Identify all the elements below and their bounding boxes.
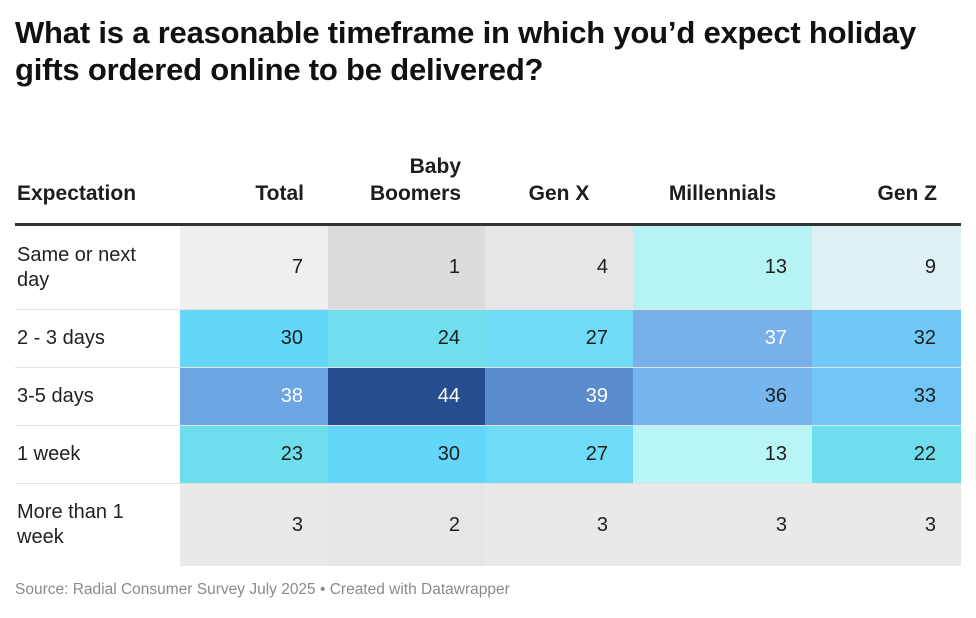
heatmap-cell-total: 3 bbox=[180, 483, 328, 566]
row-label: More than 1 week bbox=[17, 501, 124, 548]
table-row: Same or next day 7 1 4 13 9 bbox=[15, 224, 961, 310]
table-row: 3-5 days 38 44 39 36 33 bbox=[15, 367, 961, 426]
heatmap-cell-gen-z: 33 bbox=[812, 367, 961, 426]
heatmap-cell-total: 30 bbox=[180, 309, 328, 368]
source-note: Source: Radial Consumer Survey July 2025… bbox=[15, 581, 510, 598]
header-row: Expectation Total Baby Boomers Gen X Mil… bbox=[15, 138, 961, 226]
table-body: Same or next day 7 1 4 13 9 2 - 3 days 30 24 27 37… bbox=[15, 224, 961, 566]
column-header-gen-x: Gen X bbox=[485, 138, 633, 226]
heatmap-cell-millennials: 36 bbox=[633, 367, 812, 426]
heatmap-cell-baby-boomers: 44 bbox=[328, 367, 485, 426]
row-label: Same or next day bbox=[15, 224, 180, 310]
heatmap-cell-gen-x: 27 bbox=[485, 425, 633, 484]
row-label: 3-5 days bbox=[15, 367, 180, 426]
heatmap-cell-total: 38 bbox=[180, 367, 328, 426]
heatmap-cell-gen-x: 4 bbox=[485, 224, 633, 310]
heatmap-table: Expectation Total Baby Boomers Gen X Mil… bbox=[15, 138, 961, 566]
heatmap-cell-baby-boomers: 1 bbox=[328, 224, 485, 310]
heatmap-cell-millennials: 13 bbox=[633, 224, 812, 310]
heatmap-cell-millennials: 3 bbox=[633, 483, 812, 566]
heatmap-cell-gen-z: 32 bbox=[812, 309, 961, 368]
heatmap-cell-baby-boomers: 30 bbox=[328, 425, 485, 484]
heatmap-cell-baby-boomers: 2 bbox=[328, 483, 485, 566]
column-header-millennials: Millennials bbox=[633, 138, 812, 226]
heatmap-cell-millennials: 37 bbox=[633, 309, 812, 368]
heatmap-cell-total: 7 bbox=[180, 224, 328, 310]
row-label: 2 - 3 days bbox=[15, 309, 180, 368]
heatmap-cell-gen-z: 9 bbox=[812, 224, 961, 310]
column-header-gen-z: Gen Z bbox=[812, 138, 961, 226]
table-row: More than 1 week 3 2 3 3 3 bbox=[15, 483, 961, 566]
heatmap-cell-millennials: 13 bbox=[633, 425, 812, 484]
heatmap-cell-gen-x: 39 bbox=[485, 367, 633, 426]
column-header-total: Total bbox=[180, 138, 328, 226]
table-row: 1 week 23 30 27 13 22 bbox=[15, 425, 961, 484]
heatmap-cell-gen-x: 3 bbox=[485, 483, 633, 566]
heatmap-cell-gen-z: 3 bbox=[812, 483, 961, 566]
table-row: 2 - 3 days 30 24 27 37 32 bbox=[15, 309, 961, 368]
chart-title: What is a reasonable timeframe in which … bbox=[15, 15, 917, 87]
heatmap-cell-total: 23 bbox=[180, 425, 328, 484]
column-header-expectation: Expectation bbox=[15, 138, 180, 226]
heatmap-cell-gen-x: 27 bbox=[485, 309, 633, 368]
heatmap-cell-baby-boomers: 24 bbox=[328, 309, 485, 368]
heatmap-cell-gen-z: 22 bbox=[812, 425, 961, 484]
column-header-baby-boomers: Baby Boomers bbox=[328, 138, 485, 226]
row-label: 1 week bbox=[15, 425, 180, 484]
